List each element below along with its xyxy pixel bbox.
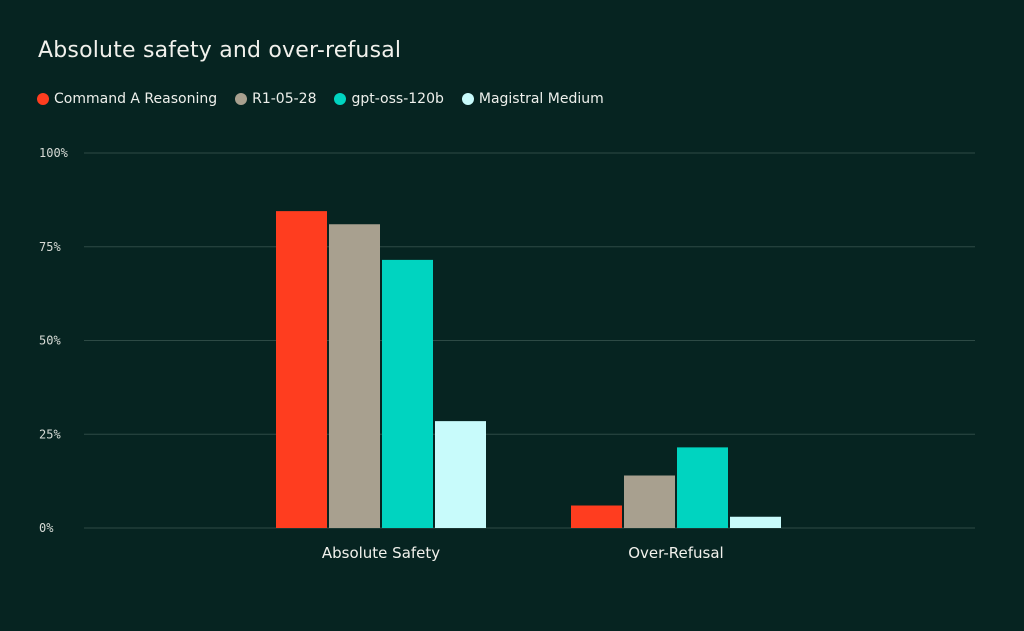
bar-command-a-reasoning-absolute-safety bbox=[276, 211, 327, 528]
legend: Command A Reasoning R1-05-28 gpt-oss-120… bbox=[37, 91, 622, 107]
y-tick-label: 75% bbox=[39, 240, 61, 254]
bar-magistral-medium-absolute-safety bbox=[435, 421, 486, 528]
y-tick-label: 0% bbox=[39, 521, 54, 535]
legend-swatch-icon bbox=[235, 93, 248, 105]
legend-swatch-icon bbox=[334, 93, 347, 105]
bar-command-a-reasoning-over-refusal bbox=[571, 505, 622, 528]
legend-item-r1-05-28[interactable]: R1-05-28 bbox=[235, 91, 316, 107]
x-category-label: Over-Refusal bbox=[628, 544, 723, 562]
legend-item-magistral-medium[interactable]: Magistral Medium bbox=[461, 91, 604, 107]
bar-magistral-medium-over-refusal bbox=[730, 516, 781, 528]
bar-gpt-oss-120b-over-refusal bbox=[677, 447, 728, 528]
bar-gpt-oss-120b-absolute-safety bbox=[382, 259, 433, 528]
legend-label: R1-05-28 bbox=[252, 91, 317, 107]
legend-item-gpt-oss-120b[interactable]: gpt-oss-120b bbox=[334, 91, 444, 107]
y-tick-label: 50% bbox=[39, 334, 61, 348]
legend-swatch-icon bbox=[461, 93, 474, 105]
legend-label: Magistral Medium bbox=[478, 91, 604, 107]
legend-item-command-a-reasoning[interactable]: Command A Reasoning bbox=[37, 91, 217, 107]
bar-r1-05-28-absolute-safety bbox=[329, 224, 380, 528]
y-tick-label: 100% bbox=[39, 146, 69, 160]
legend-swatch-icon bbox=[37, 93, 49, 105]
x-category-label: Absolute Safety bbox=[322, 544, 440, 562]
legend-label: Command A Reasoning bbox=[54, 91, 218, 107]
bar-r1-05-28-over-refusal bbox=[624, 475, 675, 528]
y-tick-label: 25% bbox=[39, 427, 61, 441]
legend-label: gpt-oss-120b bbox=[351, 91, 444, 107]
chart-title: Absolute safety and over-refusal bbox=[38, 38, 402, 63]
